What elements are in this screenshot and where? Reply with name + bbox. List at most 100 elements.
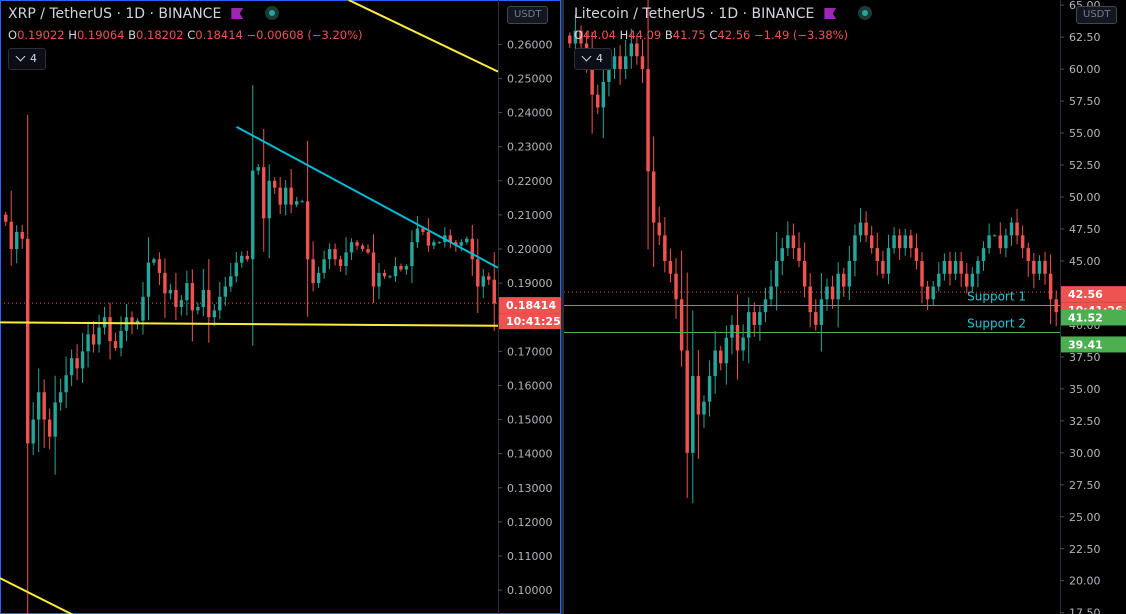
candle xyxy=(432,242,436,246)
candle xyxy=(685,350,689,453)
candle xyxy=(223,286,228,297)
candle xyxy=(707,376,712,402)
chevron-down-icon xyxy=(581,51,592,62)
candle xyxy=(965,273,969,287)
candle xyxy=(322,259,326,273)
price-axis-tick-label: 30.00 xyxy=(1069,447,1101,460)
flag-icon[interactable] xyxy=(824,8,837,19)
candle xyxy=(674,273,678,300)
candle xyxy=(948,260,952,274)
price-axis-tick-label: 0.19000 xyxy=(507,277,553,290)
xrp-chart-canvas[interactable]: 0.26000 0.25000 0.24000 0.23000 0.22000 0.210… xyxy=(0,0,561,614)
candle xyxy=(141,296,145,321)
ltc-chart-canvas[interactable]: 65.0062.5060.0057.5055.0052.5050.0047.50… xyxy=(564,0,1126,614)
candle xyxy=(4,214,8,222)
candle xyxy=(218,296,222,311)
price-axis-tick-label: 0.25000 xyxy=(507,72,553,85)
candle xyxy=(9,221,13,250)
candle xyxy=(388,276,392,278)
candle xyxy=(251,170,255,260)
candle xyxy=(819,299,824,325)
candle xyxy=(651,171,656,223)
xrp-chart-panel[interactable]: 0.26000 0.25000 0.24000 0.23000 0.22000 0.210… xyxy=(0,0,561,614)
candle xyxy=(355,242,359,246)
currency-badge[interactable]: USDT xyxy=(507,6,549,24)
indicators-toggle-button[interactable]: 4 xyxy=(8,48,46,70)
candle xyxy=(886,248,891,274)
price-axis-tick-label: 0.17000 xyxy=(507,345,553,358)
candle xyxy=(305,201,310,260)
countdown-badge-bg xyxy=(499,313,561,330)
candle xyxy=(459,242,464,246)
candle xyxy=(892,235,896,249)
flag-icon[interactable] xyxy=(231,8,244,19)
candle xyxy=(635,43,639,57)
indicators-toggle-button[interactable]: 4 xyxy=(574,48,612,70)
candle xyxy=(970,273,975,287)
price-axis-tick-label: 0.11000 xyxy=(507,550,553,563)
candle xyxy=(371,252,376,287)
candle xyxy=(185,283,189,301)
candle xyxy=(959,260,963,274)
candle xyxy=(437,242,442,244)
candle xyxy=(646,69,650,172)
candle xyxy=(1026,248,1030,261)
candle xyxy=(1020,235,1025,249)
candle xyxy=(691,376,695,453)
candle xyxy=(881,260,885,274)
candle xyxy=(338,259,343,267)
candle xyxy=(568,35,572,44)
currency-badge[interactable]: USDT xyxy=(1076,6,1118,24)
candle xyxy=(987,235,991,249)
xrp-ohlc-legend: O0.19022 H0.19064 B0.18202 C0.18414 −0.0… xyxy=(8,28,363,42)
candle xyxy=(663,235,667,261)
candle xyxy=(113,341,118,348)
candle xyxy=(492,279,496,304)
candle xyxy=(618,56,622,70)
ohlc-high: 44.09 xyxy=(628,28,662,42)
candle xyxy=(229,276,233,287)
candle xyxy=(465,238,469,243)
candle xyxy=(612,56,617,70)
last-price-badge: 42.56 xyxy=(1068,288,1103,301)
candle xyxy=(75,358,79,369)
market-status-icon xyxy=(858,6,873,20)
price-axis-tick-label: 0.22000 xyxy=(507,175,553,188)
candle xyxy=(830,286,835,300)
candle xyxy=(579,30,583,44)
candle xyxy=(981,248,986,261)
ohlc-h-label: H xyxy=(619,28,629,42)
candle xyxy=(316,272,321,284)
candle xyxy=(97,327,101,345)
candle xyxy=(903,235,907,249)
candle xyxy=(769,286,773,300)
candle xyxy=(802,260,807,287)
ltc-chart-panel[interactable]: 65.0062.5060.0057.5055.0052.5050.0047.50… xyxy=(564,0,1126,614)
ohlc-low: 0.18202 xyxy=(136,28,184,42)
candle xyxy=(992,235,997,237)
candle xyxy=(58,392,63,403)
candle xyxy=(289,187,293,205)
candle xyxy=(86,334,90,352)
candle xyxy=(25,238,30,444)
ltc-symbol-header: Litecoin / TetherUS · 1D · BINANCE xyxy=(574,6,873,22)
candle xyxy=(119,330,123,348)
indicator-count: 4 xyxy=(30,52,37,65)
candle xyxy=(80,351,85,369)
last-price-badge: 0.18414 xyxy=(506,299,556,312)
panel-divider[interactable] xyxy=(561,0,564,614)
price-axis-tick-label: 0.16000 xyxy=(507,379,553,392)
candle xyxy=(240,255,244,263)
candle xyxy=(410,242,414,267)
candle xyxy=(344,252,348,267)
candle xyxy=(163,272,167,294)
candle xyxy=(1032,260,1036,274)
candle xyxy=(920,260,924,287)
candle xyxy=(914,248,919,261)
price-axis-tick-label: 0.14000 xyxy=(507,448,553,461)
candle xyxy=(931,286,935,300)
candle xyxy=(278,187,282,205)
ohlc-open: 44.04 xyxy=(583,28,616,42)
candle xyxy=(476,259,480,287)
price-axis-tick-label: 35.00 xyxy=(1069,383,1101,396)
